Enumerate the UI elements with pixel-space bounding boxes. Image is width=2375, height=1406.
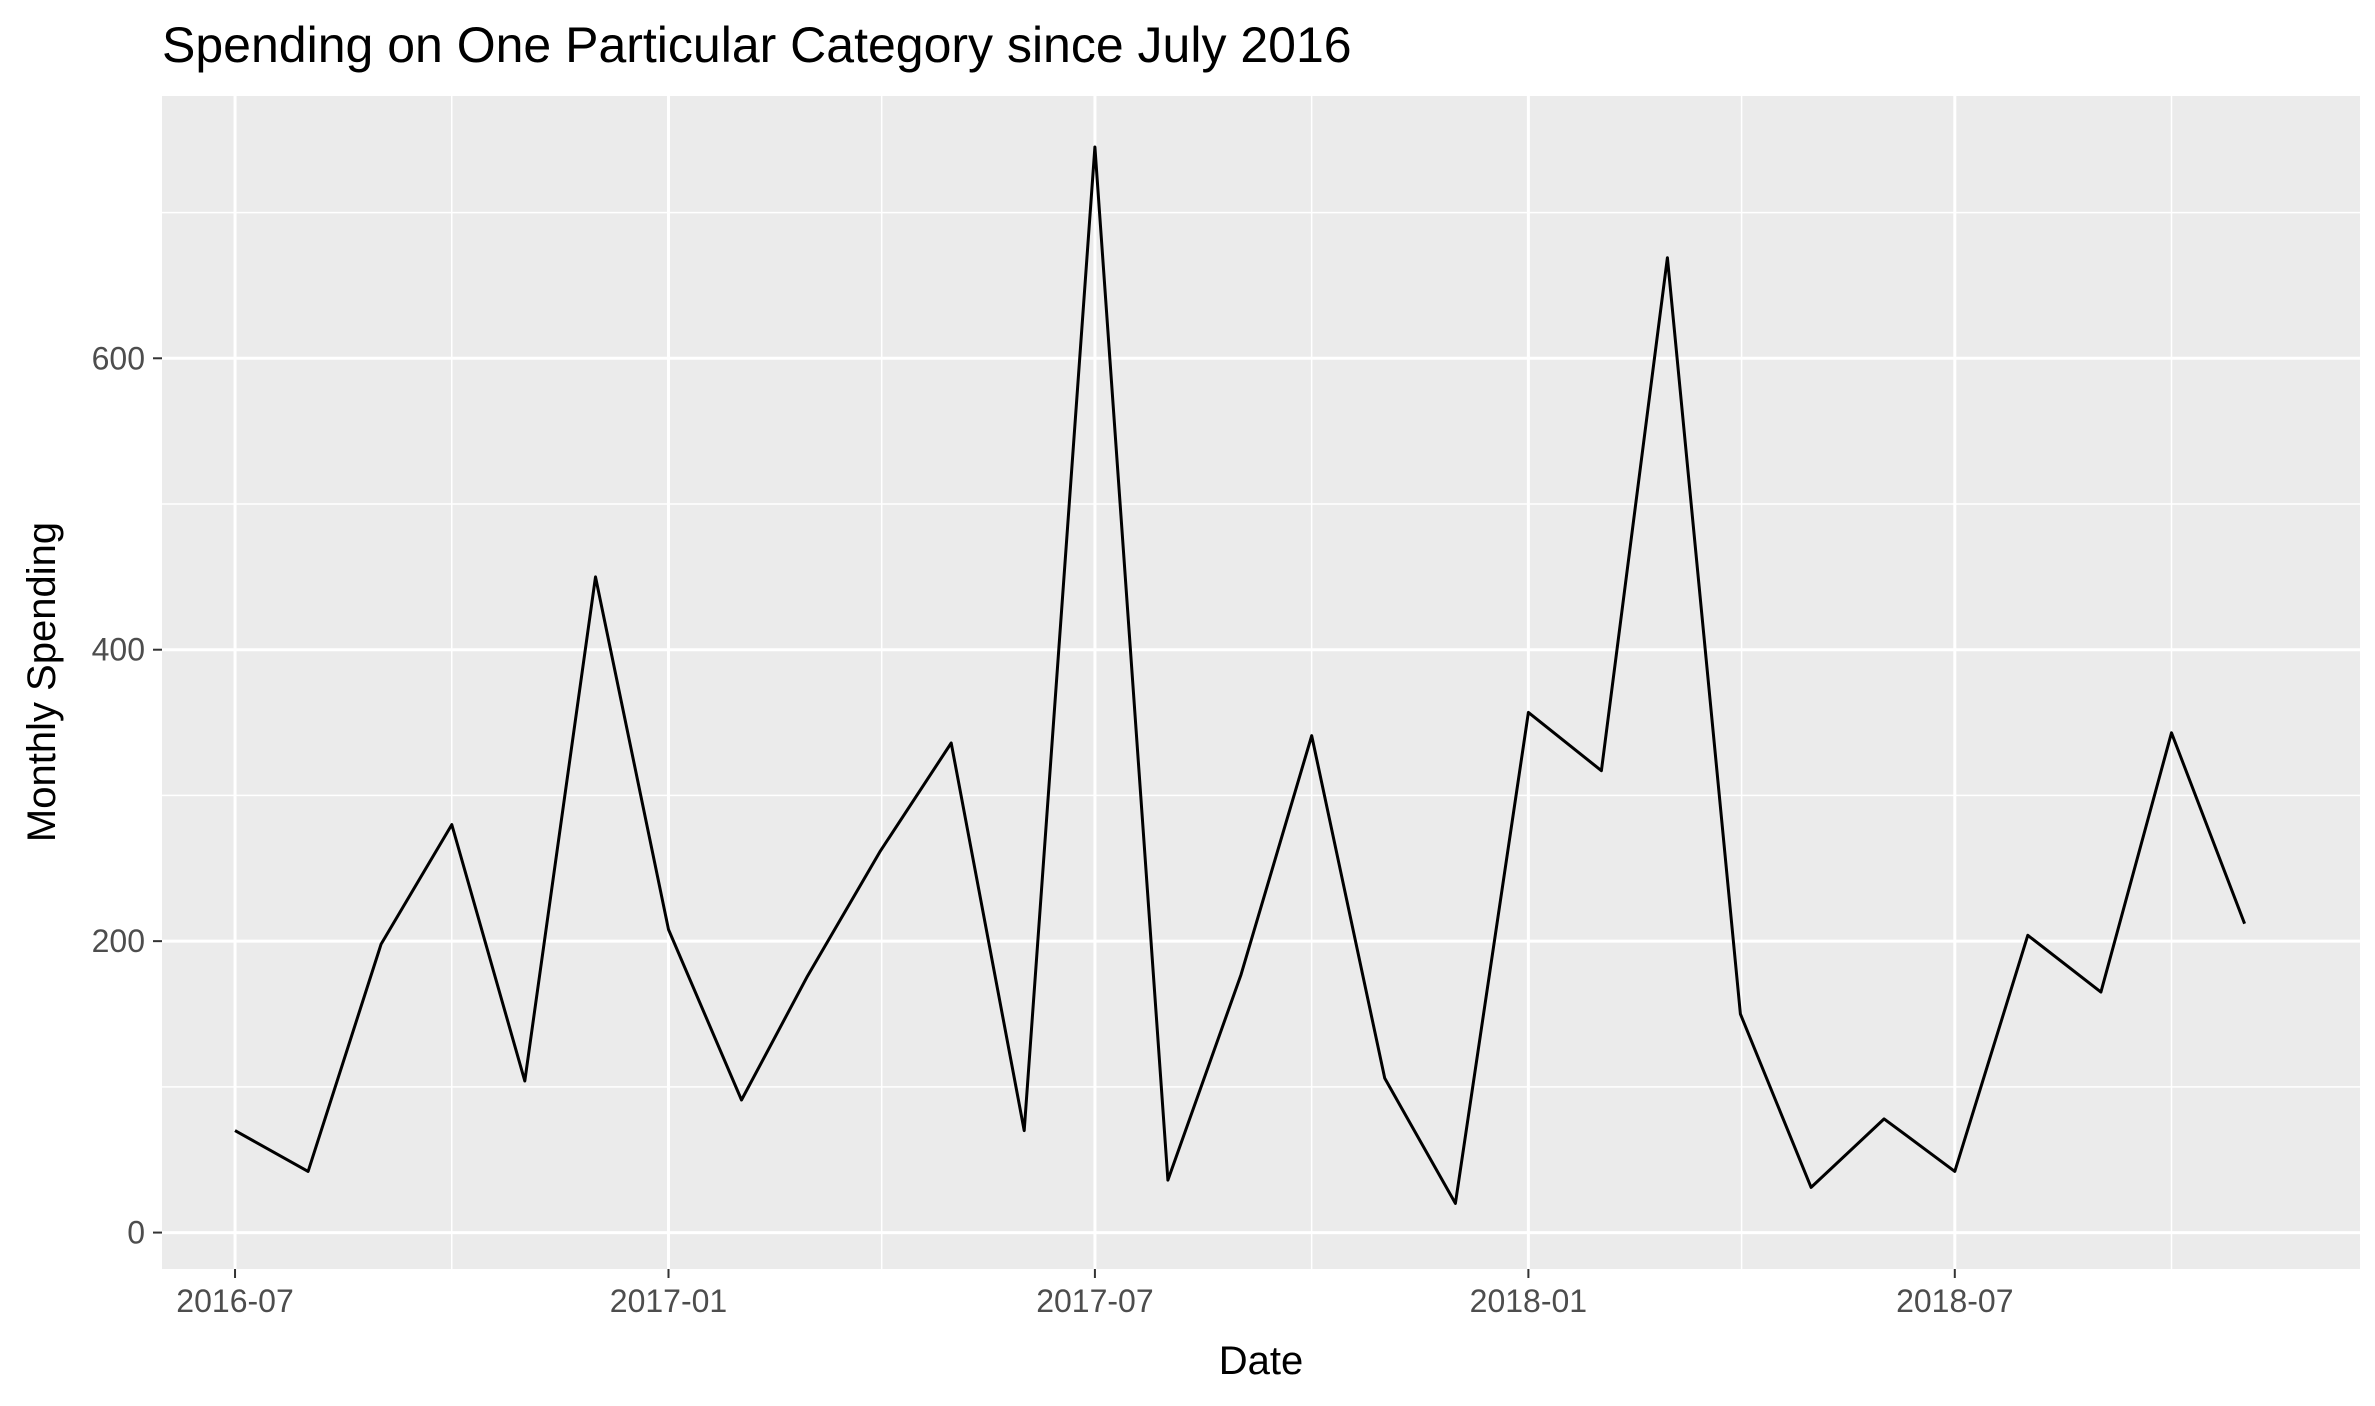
y-tick-label: 200	[92, 923, 145, 959]
x-tick-label: 2017-07	[1036, 1283, 1153, 1319]
chart-title: Spending on One Particular Category sinc…	[162, 17, 1352, 73]
y-tick-label: 0	[127, 1215, 145, 1251]
series-line	[234, 145, 2247, 1205]
x-axis-title: Date	[1219, 1339, 1304, 1383]
x-tick-label: 2018-01	[1470, 1283, 1587, 1319]
x-axis: 2016-07 2017-01 2017-07 2018-01 2018-07	[176, 1269, 2014, 1319]
y-tick-label: 400	[92, 632, 145, 668]
x-tick-label: 2017-01	[610, 1283, 727, 1319]
x-tick-label: 2016-07	[176, 1283, 293, 1319]
y-axis: 0 200 400 600	[92, 340, 162, 1251]
major-gridlines	[162, 96, 2360, 1269]
y-axis-title: Monthly Spending	[20, 522, 64, 842]
x-tick-label: 2018-07	[1896, 1283, 2013, 1319]
minor-gridlines	[162, 96, 2360, 1269]
plot-panel	[162, 96, 2360, 1269]
y-tick-label: 600	[92, 340, 145, 376]
